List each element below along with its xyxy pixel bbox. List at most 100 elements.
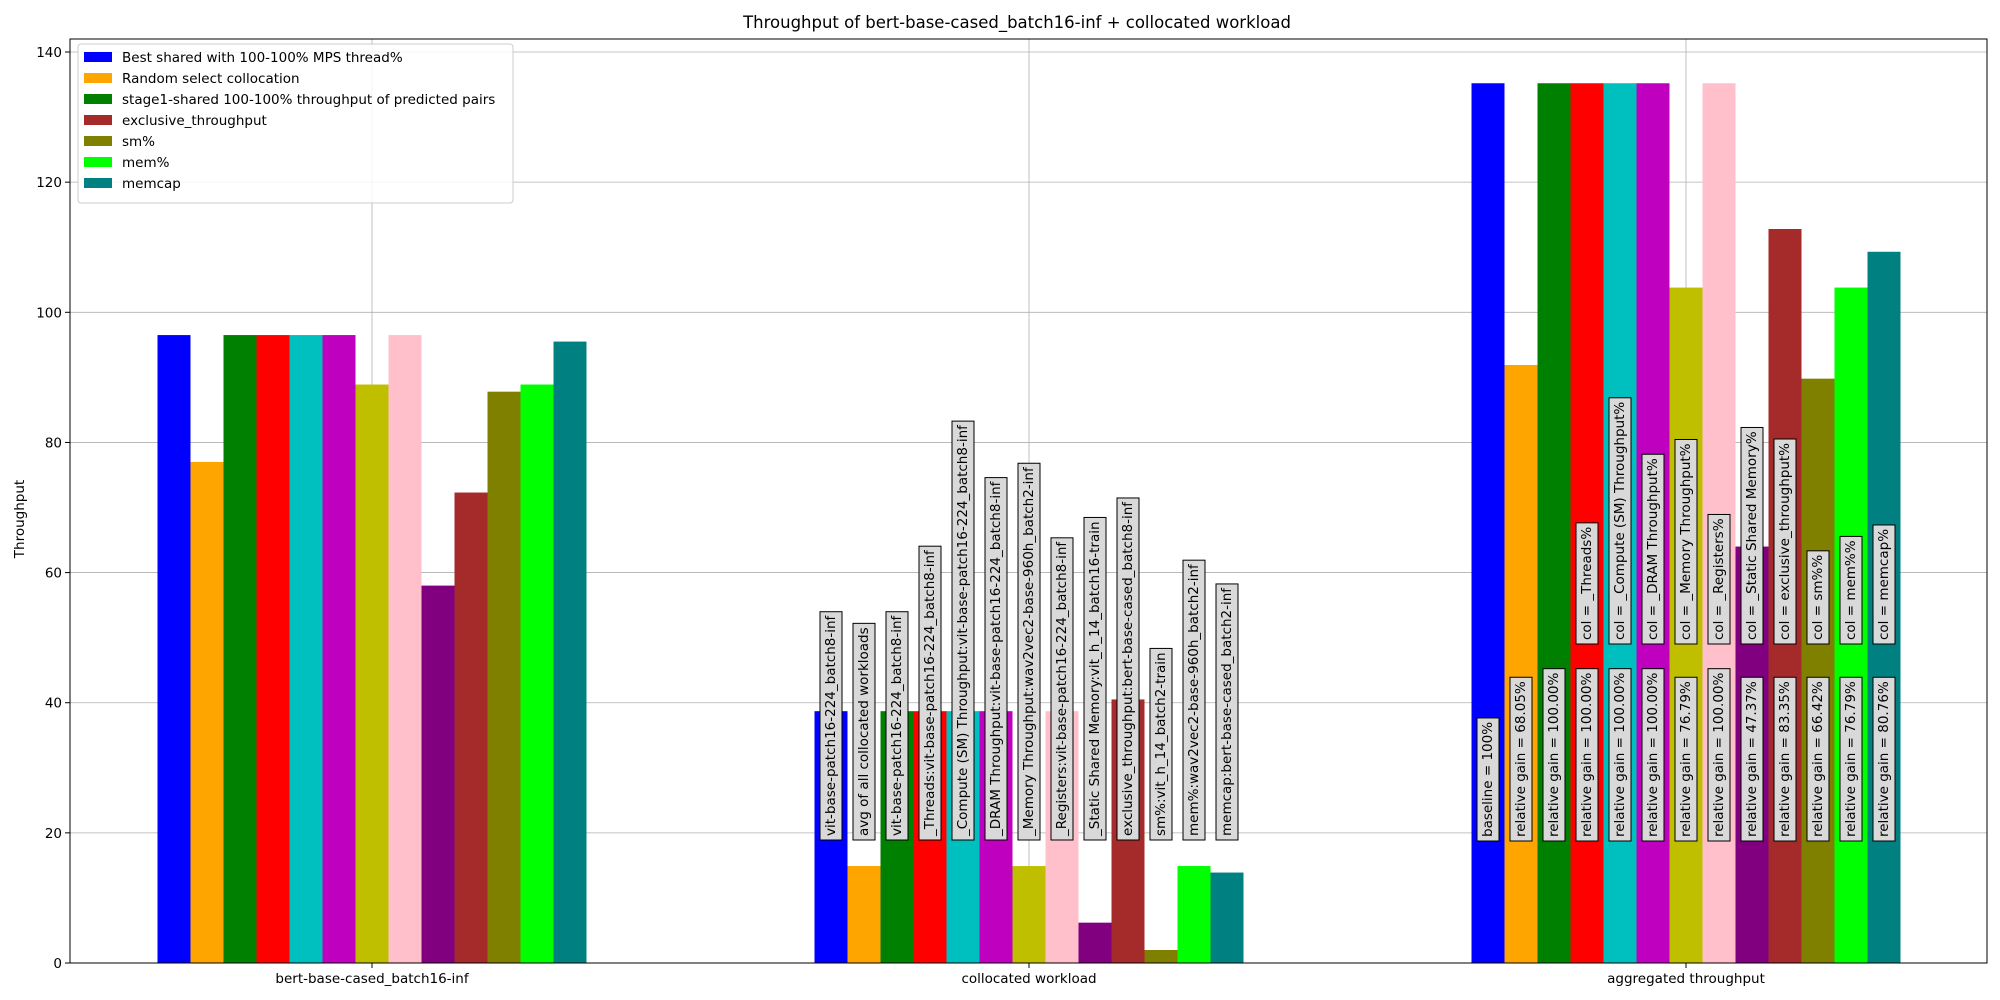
annotation-box: [1050, 537, 1074, 841]
annotation-box: [1182, 559, 1206, 841]
bar-annotation: vit-base-patch16-224_batch8-inf: [819, 611, 843, 841]
bar-annotation: _Static Shared Memory:vit_h_14_batch16-t…: [1083, 516, 1107, 841]
annotation-label: col = exclusive_throughput%: [1777, 443, 1793, 640]
bar: [1078, 922, 1112, 963]
annotation-label: col = _Compute (SM) Throughput%: [1612, 402, 1628, 640]
bar-annotation: col = sm%%: [1806, 550, 1830, 645]
legend-box: [77, 43, 514, 204]
bar-annotation: col = _Registers%: [1707, 513, 1731, 645]
bar-annotation: mem%:wav2vec2-base-960h_batch2-inf: [1182, 559, 1206, 841]
bar-annotation: memcap:bert-base-cased_batch2-inf: [1215, 583, 1239, 841]
annotation-box: [1476, 717, 1500, 842]
y-tick-label: 140: [36, 45, 62, 61]
annotation-label: relative gain = 100.00%: [1579, 673, 1595, 837]
annotation-label: relative gain = 83.35%: [1777, 681, 1793, 837]
annotation-box: [1542, 668, 1566, 842]
annotation-box: [1707, 668, 1731, 842]
annotation-box: [1017, 462, 1041, 841]
annotation-box: [1608, 668, 1632, 842]
bar-annotation: _DRAM Throughput:vit-base-patch16-224_ba…: [984, 477, 1008, 841]
annotation-box: [1149, 647, 1173, 841]
chart-title: Throughput of bert-base-cased_batch16-in…: [742, 13, 1291, 33]
bar: [388, 335, 422, 963]
bar-annotation: relative gain = 100.00%: [1542, 668, 1566, 842]
bar-annotation: relative gain = 100.00%: [1707, 668, 1731, 842]
y-tick-label: 0: [53, 956, 62, 972]
bar-annotation: baseline = 100%: [1476, 717, 1500, 842]
legend-item: Random select collocation: [84, 71, 300, 87]
annotation-label: col = _Static Shared Memory%: [1744, 431, 1760, 640]
annotation-box: [1773, 438, 1797, 645]
bar: [322, 335, 356, 963]
legend-label: mem%: [122, 155, 170, 171]
annotation-box: [1740, 676, 1764, 842]
bar-annotation: col = _DRAM Throughput%: [1641, 453, 1665, 645]
annotation-box: [1740, 426, 1764, 645]
annotation-box: [1773, 676, 1797, 842]
annotation-label: sm%:vit_h_14_batch2-train: [1153, 652, 1169, 836]
annotation-label: relative gain = 68.05%: [1513, 681, 1529, 837]
x-tick-label: bert-base-cased_batch16-inf: [275, 971, 469, 987]
annotation-label: mem%:wav2vec2-base-960h_batch2-inf: [1186, 563, 1202, 836]
annotation-label: _Memory Throughput:wav2vec2-base-960h_ba…: [1021, 466, 1037, 837]
bar-annotation: relative gain = 76.79%: [1839, 676, 1863, 842]
annotation-box: [1872, 676, 1896, 842]
annotation-label: col = memcap%: [1876, 529, 1892, 640]
bar-annotation: relative gain = 83.35%: [1773, 676, 1797, 842]
bar-annotation: col = _Compute (SM) Throughput%: [1608, 397, 1632, 645]
legend-swatch: [84, 136, 112, 146]
annotation-box: [1674, 438, 1698, 645]
legend-label: memcap: [122, 176, 181, 192]
annotation-box: [1116, 497, 1140, 841]
bar: [1801, 378, 1835, 963]
axes-layer: 0 20 40 60 80 100 120 140 bert-base-cased_batch1…: [36, 38, 1988, 987]
annotation-label: col = _DRAM Throughput%: [1645, 458, 1661, 640]
legend-item: stage1-shared 100-100% throughput of pre…: [84, 92, 495, 108]
legend-swatch: [84, 52, 112, 62]
y-axis-label: Throughput: [12, 480, 28, 559]
annotation-box: [852, 622, 876, 841]
annotation-label: relative gain = 76.79%: [1678, 681, 1694, 837]
annotation-box: [1215, 583, 1239, 841]
annotation-box: [1608, 397, 1632, 645]
annotation-box: [1839, 535, 1863, 645]
legend-label: stage1-shared 100-100% throughput of pre…: [122, 92, 495, 108]
legend-item: Best shared with 100-100% MPS thread%: [84, 50, 403, 66]
annotation-label: _Compute (SM) Throughput:vit-base-patch1…: [955, 424, 971, 837]
annotation-box: [1641, 668, 1665, 842]
annotation-box: [1674, 676, 1698, 842]
bar-annotation: col = memcap%: [1872, 524, 1896, 645]
y-tick-label: 100: [36, 305, 62, 321]
bar-annotation: _Registers:vit-base-patch16-224_batch8-i…: [1050, 537, 1074, 841]
bar-annotation: avg of all collocated workloads: [852, 622, 876, 841]
legend-item: exclusive_throughput: [84, 113, 267, 129]
bar: [1210, 872, 1244, 963]
y-tick-label: 40: [45, 696, 62, 712]
legend-label: sm%: [122, 134, 155, 150]
annotation-box: [1083, 516, 1107, 841]
annotation-label: relative gain = 100.00%: [1711, 673, 1727, 837]
annotations-layer: vit-base-patch16-224_batch8-inf avg of al…: [819, 397, 1896, 842]
legend-item: mem%: [84, 155, 170, 171]
bar-annotation: relative gain = 100.00%: [1608, 668, 1632, 842]
annotation-label: relative gain = 47.37%: [1744, 681, 1760, 837]
bar-annotation: col = _Memory Throughput%: [1674, 438, 1698, 645]
annotation-label: col = sm%%: [1810, 555, 1826, 640]
legend: Best shared with 100-100% MPS thread% Ran…: [77, 43, 514, 204]
bar-annotation: _Threads:vit-base-patch16-224_batch8-inf: [918, 545, 942, 841]
x-tick-label: collocated workload: [961, 971, 1096, 987]
annotation-label: _Static Shared Memory:vit_h_14_batch16-t…: [1087, 521, 1103, 837]
bar-annotation: relative gain = 76.79%: [1674, 676, 1698, 842]
legend-label: Random select collocation: [122, 71, 300, 87]
y-tick-label: 20: [45, 826, 62, 842]
bar: [256, 335, 290, 963]
bar: [1144, 949, 1178, 963]
legend-swatch: [84, 73, 112, 83]
annotation-box: [1872, 524, 1896, 645]
annotation-label: baseline = 100%: [1480, 722, 1496, 837]
bar-annotation: relative gain = 47.37%: [1740, 676, 1764, 842]
annotation-label: exclusive_throughput:bert-base-cased_bat…: [1120, 501, 1136, 836]
annotation-label: _DRAM Throughput:vit-base-patch16-224_ba…: [988, 480, 1004, 837]
annotation-label: relative gain = 100.00%: [1546, 673, 1562, 837]
